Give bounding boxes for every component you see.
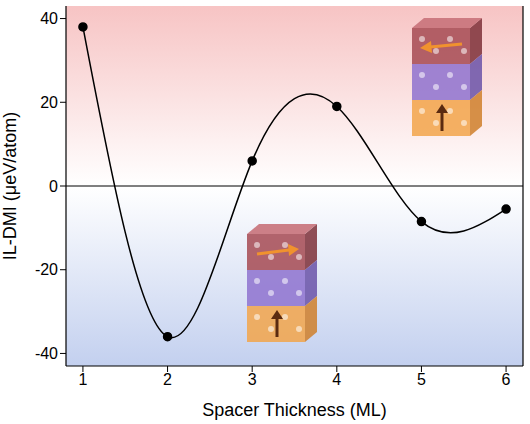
svg-text:5: 5 (417, 371, 426, 388)
svg-text:IL-DMI (μeV/atom): IL-DMI (μeV/atom) (0, 112, 20, 260)
svg-text:1: 1 (78, 371, 87, 388)
svg-text:-20: -20 (35, 261, 58, 278)
svg-text:6: 6 (502, 371, 511, 388)
svg-text:20: 20 (40, 94, 58, 111)
svg-text:-40: -40 (35, 345, 58, 362)
svg-text:4: 4 (332, 371, 341, 388)
svg-text:Spacer Thickness (ML): Spacer Thickness (ML) (202, 400, 387, 420)
svg-text:2: 2 (163, 371, 172, 388)
svg-text:40: 40 (40, 10, 58, 27)
svg-text:3: 3 (248, 371, 257, 388)
svg-text:0: 0 (49, 178, 58, 195)
